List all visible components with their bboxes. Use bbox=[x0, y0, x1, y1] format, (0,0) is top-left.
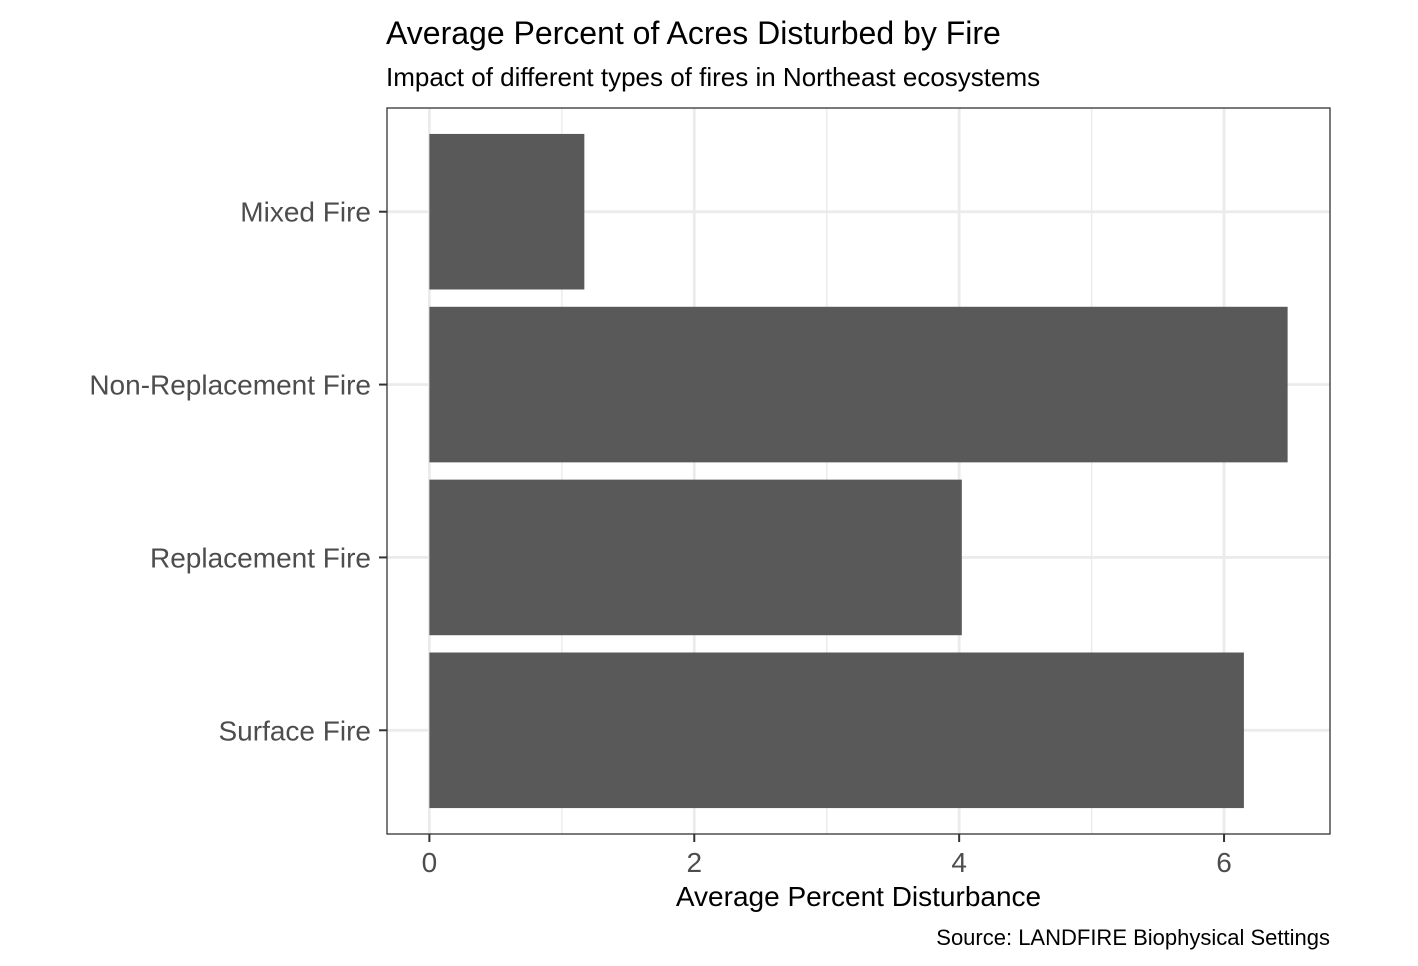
x-axis: 0 2 4 6 bbox=[422, 834, 1232, 878]
x-tick-label: 6 bbox=[1216, 847, 1232, 878]
y-tick-label: Replacement Fire bbox=[150, 542, 371, 573]
y-tick-label: Mixed Fire bbox=[240, 197, 371, 228]
bars bbox=[429, 133, 1288, 809]
x-tick-label: 2 bbox=[686, 847, 702, 878]
bar bbox=[429, 652, 1244, 809]
y-tick-label: Surface Fire bbox=[219, 715, 372, 746]
bar bbox=[429, 479, 962, 636]
chart-title: Average Percent of Acres Disturbed by Fi… bbox=[386, 15, 1001, 51]
x-tick-label: 4 bbox=[951, 847, 967, 878]
x-tick-label: 0 bbox=[422, 847, 438, 878]
bar bbox=[429, 306, 1288, 463]
y-tick-label: Non-Replacement Fire bbox=[89, 370, 371, 401]
x-axis-title: Average Percent Disturbance bbox=[676, 881, 1041, 912]
chart-caption: Source: LANDFIRE Biophysical Settings bbox=[936, 925, 1330, 950]
y-axis: Mixed Fire Non-Replacement Fire Replacemen… bbox=[89, 197, 387, 746]
bar bbox=[429, 133, 585, 290]
panel-border bbox=[386, 107, 1331, 835]
chart-subtitle: Impact of different types of fires in No… bbox=[386, 62, 1040, 92]
